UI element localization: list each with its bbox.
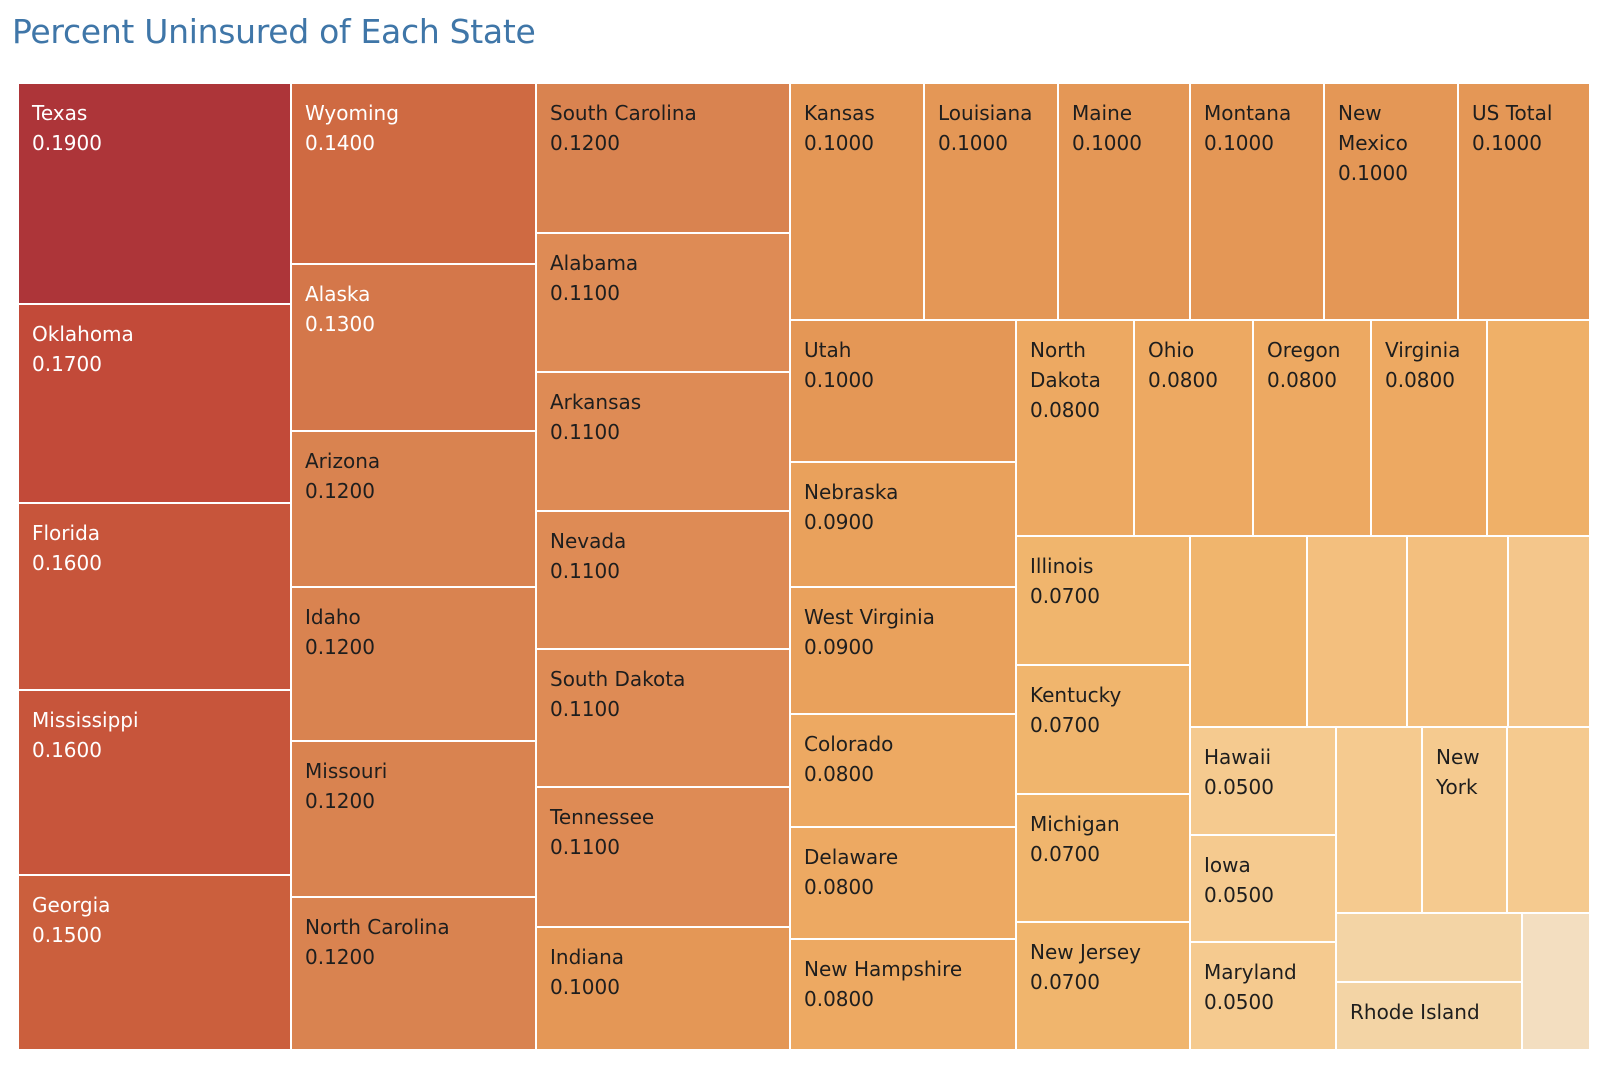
cell-label: Oklahoma 0.1700 <box>32 322 134 376</box>
cell-label: Nebraska 0.0900 <box>804 480 899 534</box>
treemap-cell-kansas[interactable]: Kansas 0.1000 <box>790 83 924 320</box>
cell-label: Texas 0.1900 <box>32 101 102 155</box>
cell-label: Arizona 0.1200 <box>305 449 381 503</box>
treemap-cell-michigan[interactable]: Michigan 0.0700 <box>1016 794 1190 922</box>
treemap-cell-oregon[interactable]: Oregon 0.0800 <box>1253 320 1371 536</box>
treemap-cell[interactable] <box>1190 536 1307 727</box>
cell-label: Montana 0.1000 <box>1204 101 1292 155</box>
cell-label: New Hampshire 0.0800 <box>804 957 963 1011</box>
cell-label: Ohio 0.0800 <box>1148 338 1218 392</box>
cell-label: Rhode Island <box>1350 1000 1480 1024</box>
cell-label: New York <box>1436 745 1480 799</box>
treemap-cell-alabama[interactable]: Alabama 0.1100 <box>536 233 790 372</box>
cell-label: Mississippi 0.1600 <box>32 708 139 762</box>
treemap-cell[interactable] <box>1507 727 1590 913</box>
treemap-cell-hawaii[interactable]: Hawaii 0.0500 <box>1190 727 1336 835</box>
treemap-cell-iowa[interactable]: Iowa 0.0500 <box>1190 835 1336 942</box>
treemap-cell-mississippi[interactable]: Mississippi 0.1600 <box>18 690 291 875</box>
treemap-cell-indiana[interactable]: Indiana 0.1000 <box>536 927 790 1050</box>
cell-label: Colorado 0.0800 <box>804 732 894 786</box>
treemap-cell-georgia[interactable]: Georgia 0.1500 <box>18 875 291 1050</box>
cell-label: Alaska 0.1300 <box>305 282 375 336</box>
treemap-cell-new-mexico[interactable]: New Mexico 0.1000 <box>1324 83 1458 320</box>
cell-label: South Dakota 0.1100 <box>550 667 686 721</box>
cell-label: US Total 0.1000 <box>1472 101 1553 155</box>
cell-label: Idaho 0.1200 <box>305 605 375 659</box>
cell-label: North Carolina 0.1200 <box>305 915 450 969</box>
cell-label: Nevada 0.1100 <box>550 529 627 583</box>
treemap-cell-rhode-island[interactable]: Rhode Island <box>1336 982 1522 1050</box>
treemap-cell-montana[interactable]: Montana 0.1000 <box>1190 83 1324 320</box>
treemap-cell-arizona[interactable]: Arizona 0.1200 <box>291 431 536 587</box>
treemap-cell[interactable] <box>1407 536 1508 727</box>
treemap-cell-utah[interactable]: Utah 0.1000 <box>790 320 1016 462</box>
treemap-cell-arkansas[interactable]: Arkansas 0.1100 <box>536 372 790 511</box>
cell-label: Oregon 0.0800 <box>1267 338 1341 392</box>
treemap-cell-kentucky[interactable]: Kentucky 0.0700 <box>1016 665 1190 794</box>
cell-label: Maine 0.1000 <box>1072 101 1142 155</box>
treemap-cell-south-carolina[interactable]: South Carolina 0.1200 <box>536 83 790 233</box>
cell-label: Maryland 0.0500 <box>1204 960 1297 1014</box>
cell-label: Iowa 0.0500 <box>1204 853 1274 907</box>
cell-label: Michigan 0.0700 <box>1030 812 1120 866</box>
treemap-cell-us-total[interactable]: US Total 0.1000 <box>1458 83 1590 320</box>
treemap-cell-virginia[interactable]: Virginia 0.0800 <box>1371 320 1487 536</box>
treemap-cell-wyoming[interactable]: Wyoming 0.1400 <box>291 83 536 264</box>
cell-label: Alabama 0.1100 <box>550 251 639 305</box>
treemap-cell-missouri[interactable]: Missouri 0.1200 <box>291 741 536 897</box>
treemap-cell-maryland[interactable]: Maryland 0.0500 <box>1190 942 1336 1050</box>
cell-label: Georgia 0.1500 <box>32 893 111 947</box>
cell-label: Florida 0.1600 <box>32 521 102 575</box>
chart-title: Percent Uninsured of Each State <box>12 12 536 51</box>
cell-label: Indiana 0.1000 <box>550 945 625 999</box>
cell-label: Virginia 0.0800 <box>1385 338 1461 392</box>
treemap-cell[interactable] <box>1522 913 1590 1050</box>
cell-label: New Jersey 0.0700 <box>1030 940 1141 994</box>
treemap-cell[interactable] <box>1336 727 1422 913</box>
treemap-cell-florida[interactable]: Florida 0.1600 <box>18 503 291 690</box>
treemap-cell-new-hampshire[interactable]: New Hampshire 0.0800 <box>790 939 1016 1050</box>
cell-label: Wyoming 0.1400 <box>305 101 399 155</box>
treemap-cell-delaware[interactable]: Delaware 0.0800 <box>790 827 1016 939</box>
treemap-cell[interactable] <box>1508 536 1590 727</box>
cell-label: Utah 0.1000 <box>804 338 874 392</box>
cell-label: North Dakota 0.0800 <box>1030 338 1101 422</box>
treemap-cell-west-virginia[interactable]: West Virginia 0.0900 <box>790 587 1016 714</box>
treemap-cell-alaska[interactable]: Alaska 0.1300 <box>291 264 536 431</box>
treemap-cell-south-dakota[interactable]: South Dakota 0.1100 <box>536 649 790 787</box>
treemap-cell-idaho[interactable]: Idaho 0.1200 <box>291 587 536 741</box>
cell-label: Tennessee 0.1100 <box>550 805 655 859</box>
cell-label: South Carolina 0.1200 <box>550 101 697 155</box>
treemap-cell-oklahoma[interactable]: Oklahoma 0.1700 <box>18 304 291 503</box>
treemap-cell-colorado[interactable]: Colorado 0.0800 <box>790 714 1016 827</box>
cell-label: Hawaii 0.0500 <box>1204 745 1274 799</box>
cell-label: Kentucky 0.0700 <box>1030 683 1122 737</box>
treemap-cell[interactable] <box>1487 320 1590 536</box>
treemap-cell-north-carolina[interactable]: North Carolina 0.1200 <box>291 897 536 1050</box>
cell-label: Kansas 0.1000 <box>804 101 875 155</box>
cell-label: West Virginia 0.0900 <box>804 605 935 659</box>
treemap-cell-illinois[interactable]: Illinois 0.0700 <box>1016 536 1190 665</box>
treemap-cell-ohio[interactable]: Ohio 0.0800 <box>1134 320 1253 536</box>
treemap-cell-nevada[interactable]: Nevada 0.1100 <box>536 511 790 649</box>
treemap-cell-tennessee[interactable]: Tennessee 0.1100 <box>536 787 790 927</box>
cell-label: Missouri 0.1200 <box>305 759 388 813</box>
treemap-cell-texas[interactable]: Texas 0.1900 <box>18 83 291 304</box>
treemap-cell-new-jersey[interactable]: New Jersey 0.0700 <box>1016 922 1190 1050</box>
cell-label: Delaware 0.0800 <box>804 845 899 899</box>
cell-label: Arkansas 0.1100 <box>550 390 642 444</box>
treemap-cell-louisiana[interactable]: Louisiana 0.1000 <box>924 83 1058 320</box>
cell-label: Louisiana 0.1000 <box>938 101 1033 155</box>
treemap-cell-maine[interactable]: Maine 0.1000 <box>1058 83 1190 320</box>
treemap-cell-new-york[interactable]: New York <box>1422 727 1507 913</box>
treemap-cell-nebraska[interactable]: Nebraska 0.0900 <box>790 462 1016 587</box>
treemap-cell[interactable] <box>1336 913 1522 982</box>
treemap-cell-north-dakota[interactable]: North Dakota 0.0800 <box>1016 320 1134 536</box>
cell-label: New Mexico 0.1000 <box>1338 101 1408 185</box>
treemap-cell[interactable] <box>1307 536 1407 727</box>
cell-label: Illinois 0.0700 <box>1030 554 1100 608</box>
